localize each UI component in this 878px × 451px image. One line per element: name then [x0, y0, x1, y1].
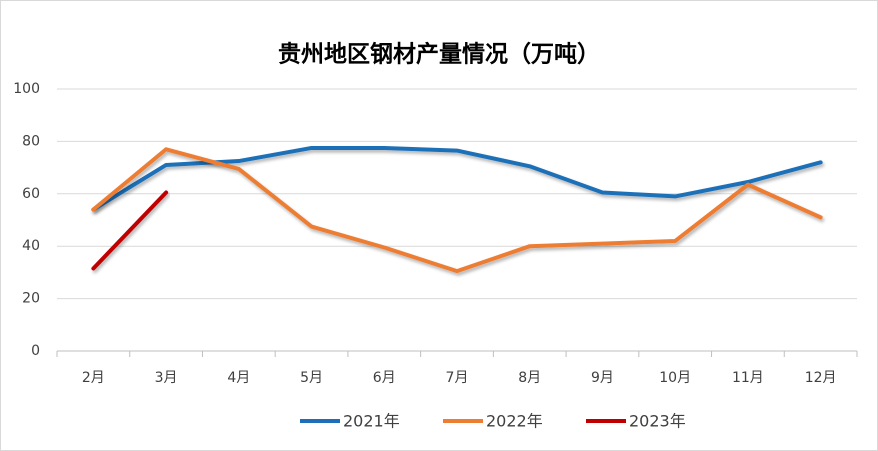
- x-tick-label: 10月: [659, 370, 691, 386]
- x-tick-label: 4月: [227, 370, 250, 386]
- y-tick-label: 0: [31, 343, 40, 359]
- x-tick-label: 8月: [518, 370, 541, 386]
- x-tick-label: 3月: [155, 370, 178, 386]
- y-tick-label: 20: [22, 291, 40, 307]
- legend-text: 2021年: [343, 412, 400, 431]
- legend-text: 2023年: [629, 412, 686, 431]
- x-tick-label: 2月: [82, 370, 105, 386]
- legend-text: 2022年: [486, 412, 543, 431]
- y-tick-label: 40: [22, 238, 40, 254]
- x-tick-label: 12月: [805, 370, 837, 386]
- y-tick-label: 100: [13, 81, 40, 97]
- series-line: [91, 190, 169, 271]
- y-tick-label: 60: [22, 186, 40, 202]
- x-tick-label: 6月: [373, 370, 396, 386]
- x-tick-label: 9月: [591, 370, 614, 386]
- x-tick-label: 5月: [300, 370, 323, 386]
- x-tick-label: 7月: [446, 370, 469, 386]
- chart-title: 贵州地区钢材产量情况（万吨）: [278, 41, 600, 68]
- x-tick-label: 11月: [732, 370, 764, 386]
- y-tick-label: 80: [22, 133, 40, 149]
- series-line: [91, 147, 823, 274]
